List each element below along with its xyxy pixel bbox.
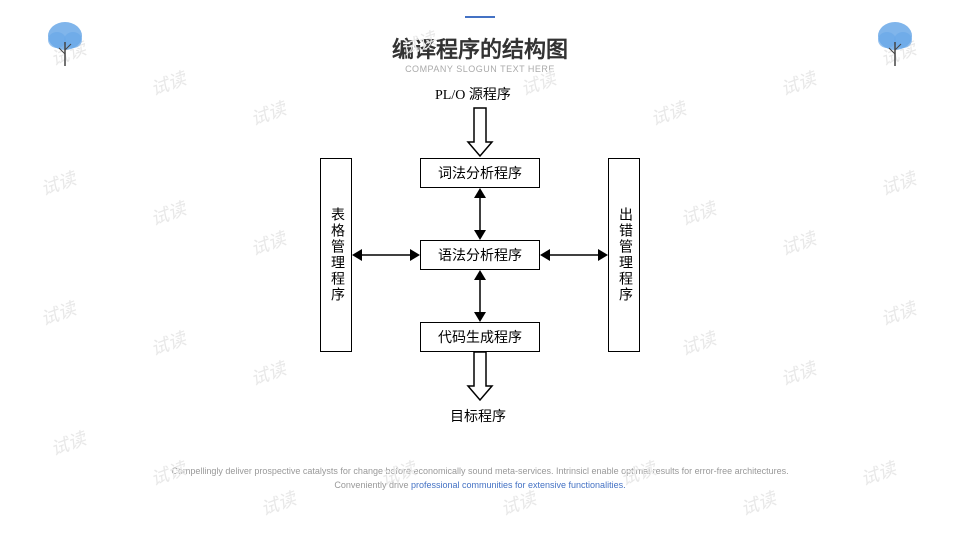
tree-icon [45,20,85,68]
flowchart: PL/O 源程序目标程序 词法分析程序语法分析程序代码生成程序 表格管理程序 出错管理… [280,80,680,440]
watermark: 试读 [677,195,720,232]
footer-text: Compellingly deliver prospective catalys… [60,465,900,492]
watermark: 试读 [677,325,720,362]
watermark: 试读 [47,425,90,462]
watermark: 试读 [877,295,920,332]
flowchart-box-gen: 代码生成程序 [420,322,540,352]
flowchart-box-lex: 词法分析程序 [420,158,540,188]
watermark: 试读 [147,325,190,362]
watermark: 试读 [877,165,920,202]
watermark: 试读 [777,355,820,392]
flowchart-box-tbl: 表格管理程序 [320,158,352,352]
footer-link[interactable]: professional communities for extensive f… [411,480,626,490]
footer-line2-pre: Conveniently drive [334,480,411,490]
flowchart-box-syn: 语法分析程序 [420,240,540,270]
watermark: 试读 [147,195,190,232]
page-subtitle: COMPANY SLOGUN TEXT HERE [0,64,960,74]
page-title: 编译程序的结构图 [0,32,960,64]
watermark: 试读 [777,225,820,262]
watermark: 试读 [37,165,80,202]
flowchart-label: PL/O 源程序 [435,84,511,104]
accent-bar [465,16,495,18]
flowchart-label: 目标程序 [450,406,506,426]
tree-icon [875,20,915,68]
footer-line1: Compellingly deliver prospective catalys… [171,466,788,476]
flowchart-box-err: 出错管理程序 [608,158,640,352]
watermark: 试读 [37,295,80,332]
